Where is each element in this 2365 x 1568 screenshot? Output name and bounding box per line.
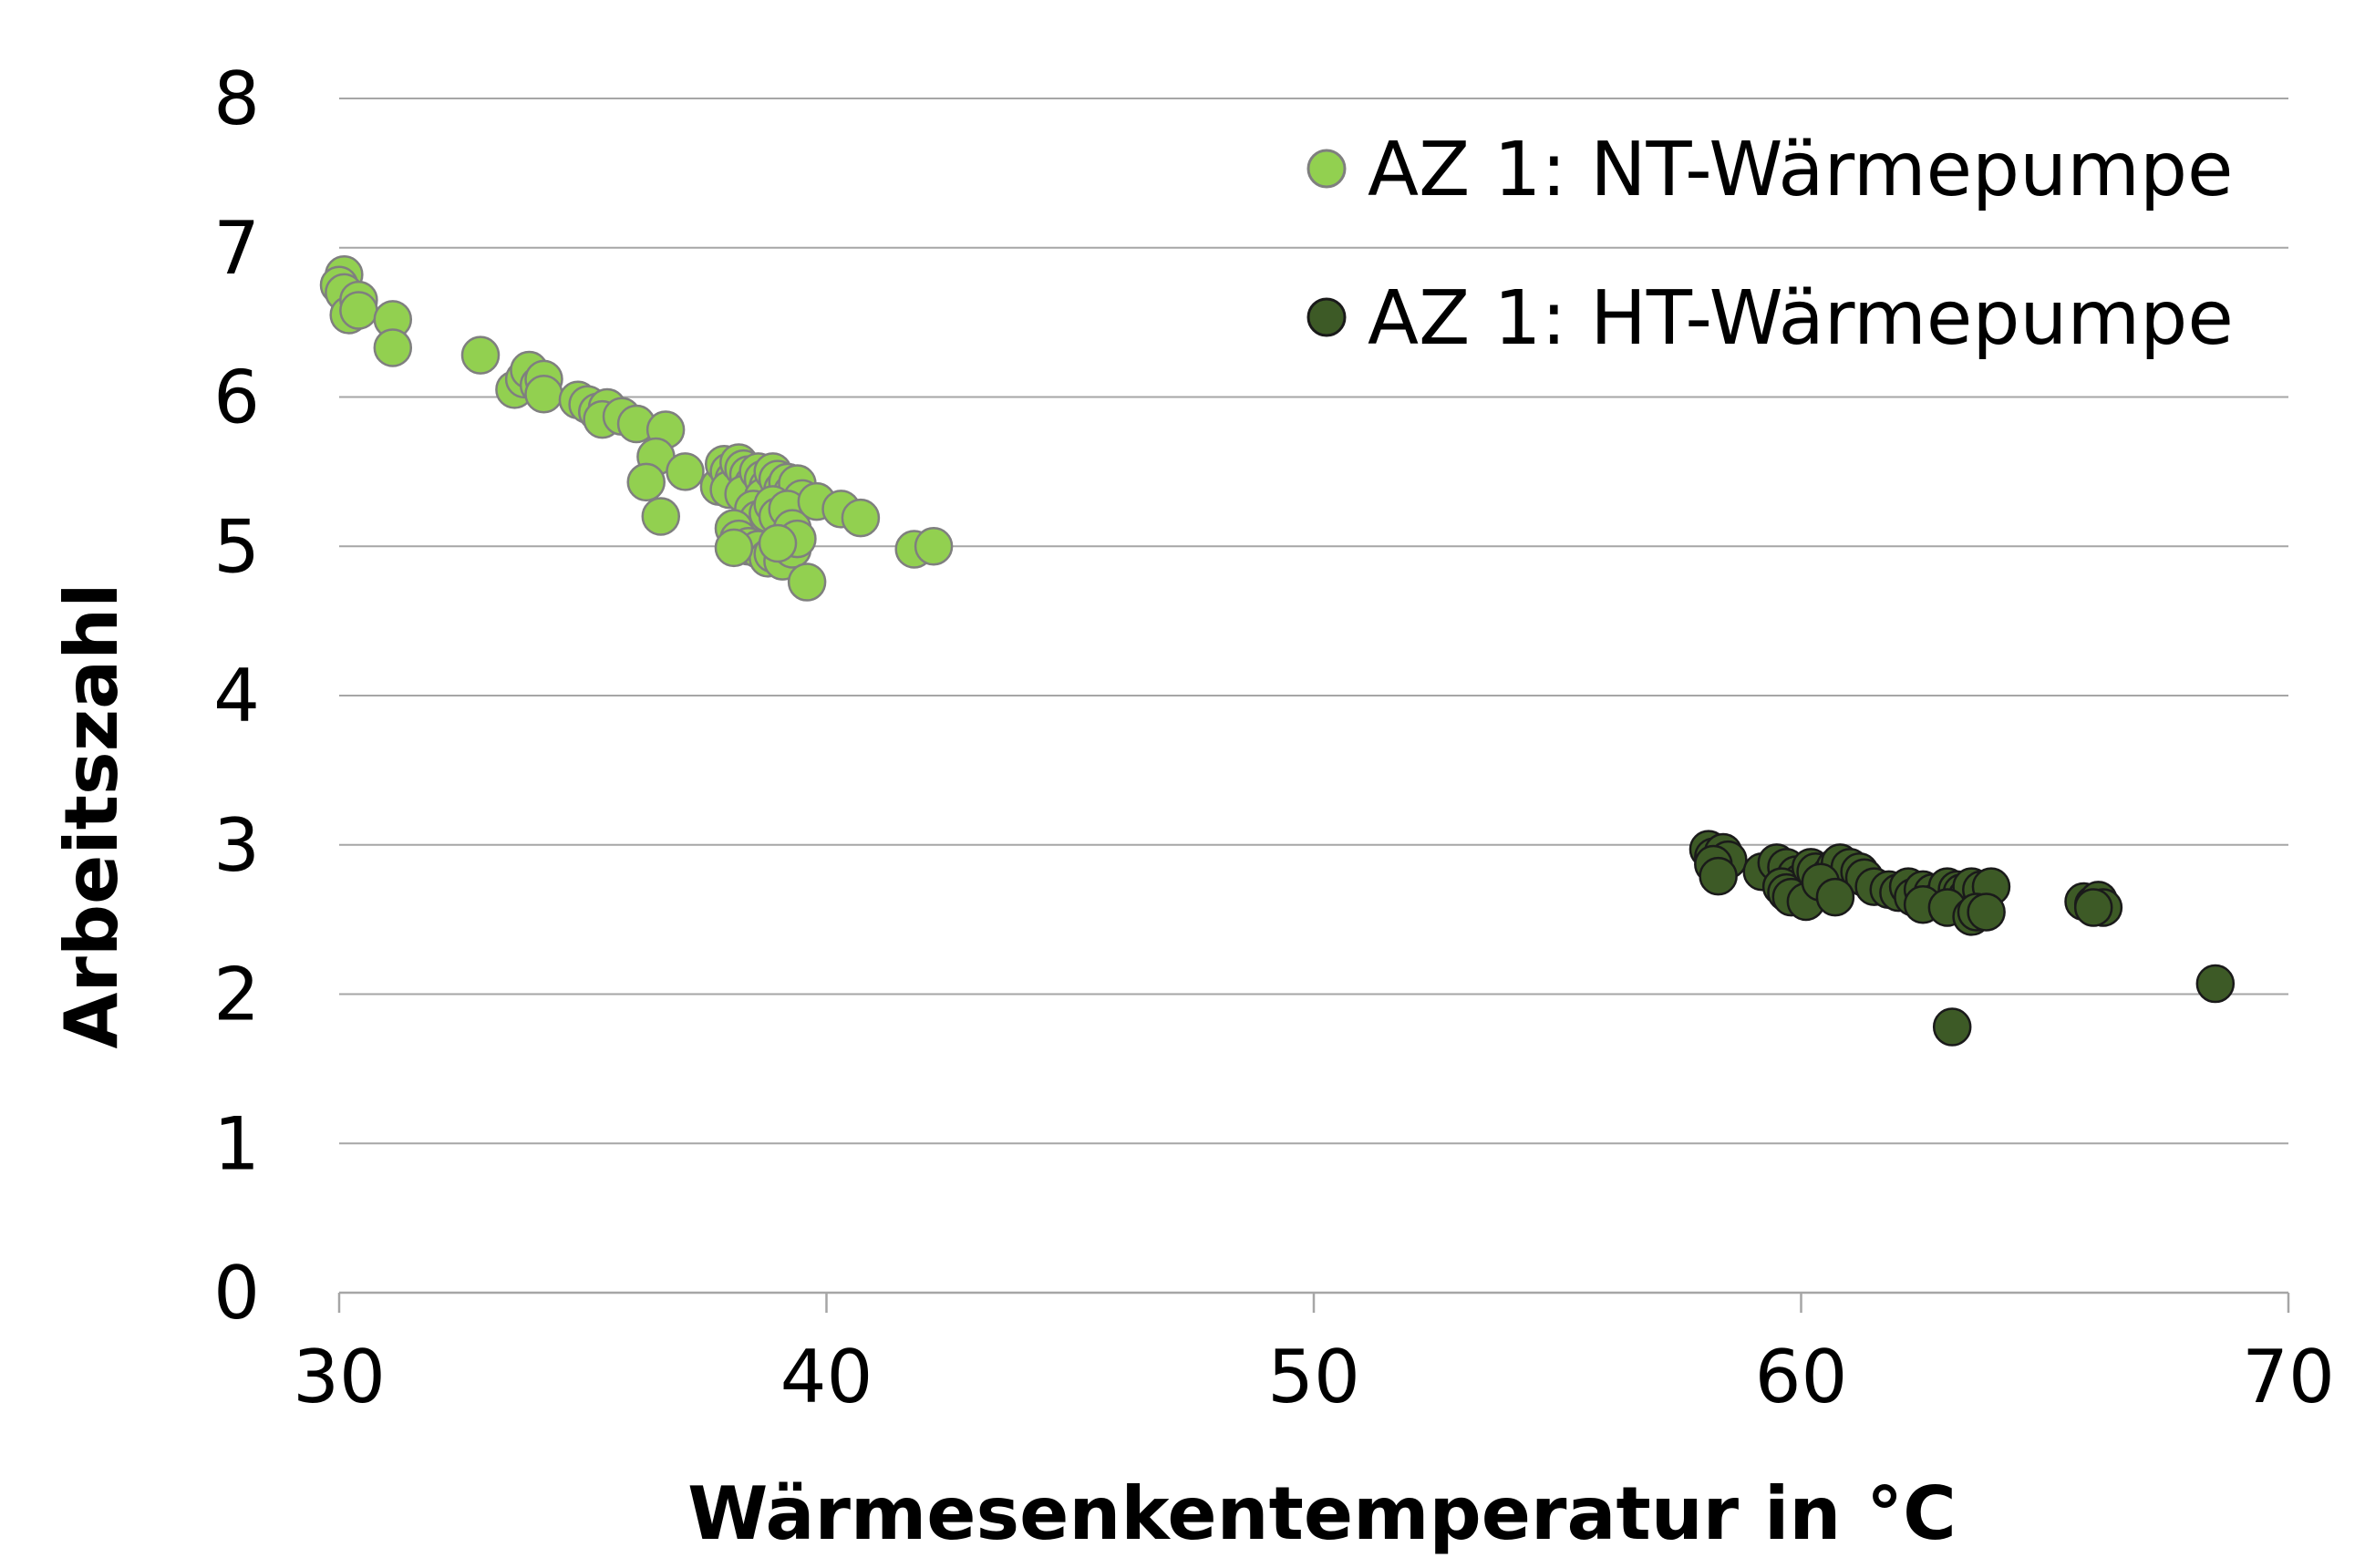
data-point <box>2195 964 2236 1004</box>
legend-marker-nt <box>1306 149 1347 189</box>
legend-label-ht: AZ 1: HT-Wärmepumpe <box>1368 275 2234 362</box>
x-tick-label: 70 <box>2242 1335 2335 1419</box>
data-point <box>714 528 754 568</box>
y-axis-title: Arbeitszahl <box>49 583 134 1048</box>
data-point <box>460 335 501 375</box>
legend-marker-ht <box>1306 297 1347 337</box>
x-tick-label: 30 <box>293 1335 386 1419</box>
x-tick-label: 50 <box>1267 1335 1360 1419</box>
y-tick-label: 4 <box>213 654 260 738</box>
data-point <box>758 523 798 563</box>
data-point <box>626 462 666 502</box>
data-point <box>524 374 563 414</box>
data-point <box>666 452 705 491</box>
data-point <box>914 527 954 566</box>
data-point <box>787 562 827 602</box>
data-point <box>1932 1007 1972 1047</box>
y-tick-label: 3 <box>213 803 260 888</box>
data-point <box>1967 892 2006 932</box>
data-point <box>1815 877 1855 917</box>
y-tick-label: 2 <box>213 953 260 1037</box>
y-tick-labels: 0 1 2 3 4 5 6 7 8 <box>213 57 260 1336</box>
data-point <box>2073 888 2113 927</box>
y-tick-label: 6 <box>213 356 260 440</box>
series-ht <box>1689 830 2236 1047</box>
y-tick-label: 1 <box>213 1101 260 1186</box>
legend-label-nt: AZ 1: NT-Wärmepumpe <box>1368 127 2233 213</box>
series-nt <box>319 254 954 602</box>
legend: AZ 1: NT-Wärmepumpe AZ 1: HT-Wärmepumpe <box>1306 127 2234 362</box>
gridlines <box>339 98 2288 1145</box>
y-tick-label: 7 <box>213 206 260 291</box>
axes <box>337 1291 2290 1313</box>
y-tick-label: 8 <box>213 57 260 141</box>
y-tick-label: 0 <box>213 1251 260 1336</box>
data-points <box>319 254 2236 1047</box>
data-point <box>1699 856 1738 896</box>
x-tick-label: 40 <box>780 1335 873 1419</box>
data-point <box>641 497 681 536</box>
x-tick-labels: 30 40 50 60 70 <box>293 1335 2335 1419</box>
x-tick-label: 60 <box>1755 1335 1848 1419</box>
x-axis-title: Wärmesenkentemperatur in °C <box>687 1471 1957 1556</box>
y-tick-label: 5 <box>213 504 260 589</box>
data-point <box>373 328 413 367</box>
data-point <box>841 498 881 538</box>
data-point <box>339 291 378 330</box>
